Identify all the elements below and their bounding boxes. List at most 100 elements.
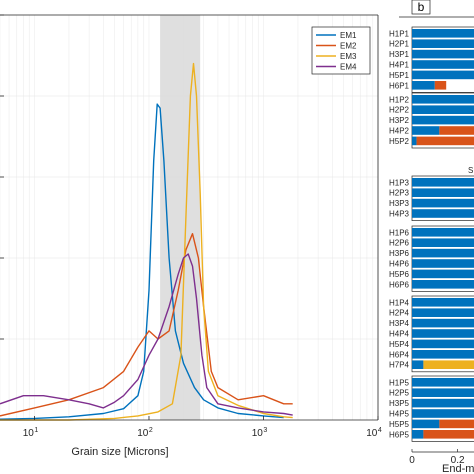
bar-segment-em1	[412, 430, 424, 439]
bar-segment-em1	[412, 329, 474, 338]
bar-segment-em1	[412, 188, 474, 197]
bar-segment-em1	[412, 360, 424, 369]
x-tick-label: 101	[23, 427, 39, 439]
bar-segment-em1	[412, 280, 474, 289]
bar-segment-em1	[412, 318, 474, 328]
bar-row-label: H1P2	[389, 95, 410, 104]
bar-row-label: H2P2	[389, 106, 410, 115]
bar-row-label: H1P3	[389, 178, 410, 187]
bar-row-label: H3P2	[389, 116, 410, 125]
bar-row-label: H1P1	[389, 29, 410, 38]
bar-segment-em1	[412, 126, 440, 135]
series-line-em1	[0, 103, 284, 420]
bar-x-tick-label: 0	[409, 455, 415, 466]
bar-row-label: H5P2	[389, 137, 410, 146]
bar-segment-em1	[412, 49, 474, 59]
bar-segment-em1	[412, 269, 474, 279]
bar-segment-em1	[412, 95, 474, 104]
bar-segment-em2	[434, 81, 447, 90]
bar-segment-em3	[423, 360, 474, 369]
legend-label-em2: EM2	[340, 42, 357, 51]
x-tick-label: 103	[252, 427, 268, 439]
x-tick-label: 104	[366, 427, 382, 439]
bar-segment-em1	[412, 238, 474, 247]
bar-segment-em1	[412, 388, 474, 397]
bar-segment-em1	[412, 308, 474, 317]
bar-segment-em1	[412, 409, 474, 418]
bar-segment-em2	[423, 430, 474, 439]
bar-segment-em2	[439, 126, 474, 135]
bar-row-label: H3P6	[389, 249, 410, 258]
series-line-em3	[0, 62, 293, 421]
x-tick-label: 102	[137, 427, 153, 439]
legend-label-em4: EM4	[340, 63, 357, 72]
bar-x-tick-label: 0.2	[451, 455, 465, 466]
bar-row-label: H4P2	[389, 127, 410, 136]
series-line-em2	[0, 233, 293, 417]
bar-row-label: H1P4	[389, 298, 410, 307]
x-axis-label: Grain size [Microns]	[71, 446, 168, 458]
bar-row-label: H5P6	[389, 270, 410, 279]
bar-row-label: H1P6	[389, 228, 410, 237]
bar-row-label: H2P6	[389, 239, 410, 248]
bar-segment-em1	[412, 115, 474, 125]
bar-row-label: H4P3	[389, 210, 410, 219]
bar-segment-em2	[439, 419, 474, 429]
bar-row-label: H6P1	[389, 81, 410, 90]
bar-row-label: H6P6	[389, 280, 410, 289]
bar-segment-em1	[412, 136, 417, 146]
bar-row-label: H2P4	[389, 309, 410, 318]
bar-segment-em1	[412, 60, 474, 69]
bar-row-label: H4P6	[389, 260, 410, 269]
bar-segment-em1	[412, 105, 474, 114]
panel-letter-box	[411, 0, 431, 15]
bar-segment-em1	[412, 209, 474, 218]
legend-label-em1: EM1	[340, 31, 357, 40]
bar-row-label: H5P4	[389, 340, 410, 349]
bar-row-label: H2P5	[389, 389, 410, 398]
bar-row-label: H6P5	[389, 430, 410, 439]
section-title: S	[468, 166, 473, 175]
bar-x-axis-label: End-m	[442, 463, 474, 474]
bar-segment-em1	[412, 198, 474, 208]
bar-segment-em1	[412, 70, 474, 80]
bar-row-label: H4P4	[389, 330, 410, 339]
panel-letter: b	[418, 0, 425, 14]
bar-row-label: H1P5	[389, 378, 410, 387]
bar-row-label: H7P4	[389, 361, 410, 370]
legend-label-em3: EM3	[340, 52, 357, 61]
series-line-em4	[0, 253, 293, 416]
bar-row-label: H4P1	[389, 61, 410, 70]
bar-row-label: H5P1	[389, 71, 410, 80]
bar-row-label: H3P5	[389, 399, 410, 408]
bar-segment-em1	[412, 228, 474, 237]
bar-segment-em1	[412, 259, 474, 268]
bar-segment-em1	[412, 178, 474, 187]
bar-segment-em1	[412, 398, 474, 408]
bar-row-label: H3P3	[389, 199, 410, 208]
bar-row-label: H6P4	[389, 350, 410, 359]
bar-segment-em2	[416, 136, 474, 146]
bar-segment-em1	[412, 29, 474, 38]
bar-segment-em1	[412, 81, 435, 90]
bar-row-label: H5P5	[389, 420, 410, 429]
bar-segment-em1	[412, 248, 474, 258]
bar-segment-em1	[412, 298, 474, 307]
bar-segment-em1	[412, 419, 440, 429]
bar-row-label: H3P1	[389, 50, 410, 59]
bar-segment-em1	[412, 39, 474, 48]
bar-row-label: H2P3	[389, 189, 410, 198]
bar-segment-em1	[412, 378, 474, 387]
bar-row-label: H3P4	[389, 319, 410, 328]
bar-segment-em1	[412, 339, 474, 349]
